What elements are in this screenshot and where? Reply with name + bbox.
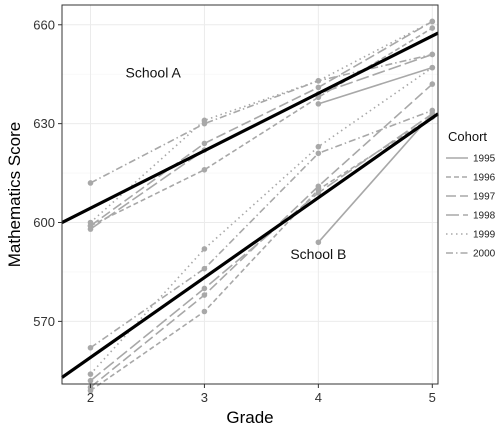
series-line-1996 — [90, 27, 433, 227]
legend-label-1996: 1996 — [473, 173, 496, 184]
legend-title: Cohort — [448, 129, 487, 144]
data-point — [429, 51, 436, 58]
series-line-1999 — [89, 66, 433, 375]
legend-label-1995: 1995 — [473, 154, 496, 165]
data-point — [429, 25, 436, 31]
data-point — [87, 219, 94, 226]
trend-line-school-b — [61, 112, 439, 379]
data-point — [201, 308, 208, 315]
series-1997-school-b — [87, 81, 436, 391]
data-point — [429, 81, 436, 87]
x-axis-title: Grade — [226, 408, 273, 427]
annotation-label: School A — [126, 65, 182, 81]
series-2000-school-b — [87, 107, 436, 351]
data-point — [201, 285, 208, 292]
data-point — [87, 226, 94, 232]
annotations: School A School B — [126, 65, 347, 262]
series-line-2000 — [90, 109, 433, 349]
data-point — [315, 190, 322, 196]
y-tick-label: 660 — [33, 17, 55, 32]
trend-lines — [61, 31, 439, 379]
data-point — [315, 239, 322, 246]
data-point — [429, 107, 436, 114]
series-line-1995 — [318, 66, 433, 105]
data-point — [201, 140, 208, 147]
y-tick-label: 600 — [33, 215, 55, 230]
data-point — [87, 344, 94, 351]
data-point — [315, 143, 322, 150]
data-point — [87, 371, 94, 377]
data-point — [315, 183, 322, 190]
data-point — [201, 120, 208, 127]
legend-label-1998: 1998 — [473, 211, 496, 222]
data-point — [201, 166, 208, 173]
x-tick-label: 5 — [429, 390, 436, 405]
y-tick-label: 570 — [33, 314, 55, 329]
series-line-1995 — [317, 113, 433, 243]
x-tick-label: 3 — [201, 390, 208, 405]
cohort-series — [87, 18, 436, 394]
series-line-1998 — [89, 113, 433, 382]
data-point — [429, 18, 436, 25]
series-line-1997 — [89, 83, 433, 388]
series-1998-school-b — [87, 110, 436, 384]
axis-ticks: 570 600 630 660 2 3 4 5 — [33, 17, 436, 405]
data-point — [87, 377, 94, 384]
legend-label-1997: 1997 — [473, 192, 496, 203]
data-point — [201, 292, 208, 298]
series-line-1998 — [90, 53, 433, 230]
series-1999-school-b — [87, 64, 436, 377]
y-tick-label: 630 — [33, 116, 55, 131]
series-line-1997 — [90, 20, 433, 227]
series-line-2000 — [90, 53, 433, 184]
x-tick-label: 2 — [87, 390, 94, 405]
legend-label-1999: 1999 — [473, 230, 496, 241]
legend: Cohort 1995 1996 1997 1998 1999 2000 — [446, 129, 496, 260]
trend-line-school-a — [61, 31, 439, 224]
series-2000-school-a — [87, 51, 436, 186]
legend-label-2000: 2000 — [473, 249, 496, 260]
data-point — [315, 78, 322, 84]
data-point — [201, 265, 208, 272]
data-point — [201, 246, 208, 252]
annotation-label: School B — [290, 246, 346, 262]
plot-border — [61, 4, 439, 385]
data-point — [315, 150, 322, 157]
y-axis-title: Mathematics Score — [5, 122, 24, 268]
legend-items: 1995 1996 1997 1998 1999 2000 — [446, 154, 496, 260]
data-point — [315, 101, 322, 107]
data-point — [87, 180, 94, 186]
data-point — [315, 84, 322, 91]
data-point — [429, 64, 436, 71]
x-tick-label: 4 — [315, 390, 322, 405]
